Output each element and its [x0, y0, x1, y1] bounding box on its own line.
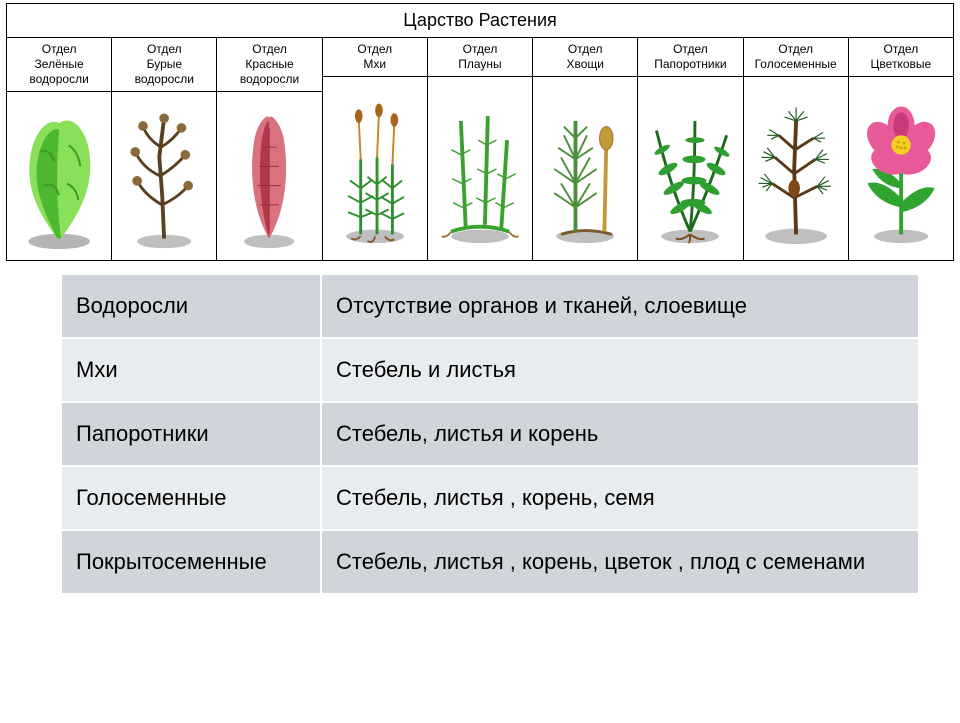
- label-line: Отдел: [673, 42, 708, 56]
- division-label: Отдел Красные водоросли: [217, 38, 321, 92]
- division-ferns: Отдел Папоротники: [638, 38, 743, 261]
- features-cell: Стебель, листья и корень: [321, 402, 919, 466]
- label-line: водоросли: [240, 72, 299, 86]
- label-line: Отдел: [778, 42, 813, 56]
- group-cell: Покрытосеменные: [61, 530, 321, 594]
- kingdom-title: Царство Растения: [6, 3, 954, 38]
- division-label: Отдел Голосеменные: [744, 38, 848, 77]
- label-line: водоросли: [29, 72, 88, 86]
- features-cell: Стебель, листья , корень, цветок , плод …: [321, 530, 919, 594]
- division-red-algae: Отдел Красные водоросли: [217, 38, 322, 261]
- fern-icon: [638, 77, 742, 260]
- division-horsetails: Отдел Хвощи: [533, 38, 638, 261]
- group-cell: Голосеменные: [61, 466, 321, 530]
- division-angiosperms: Отдел Цветковые: [849, 38, 954, 261]
- brown-algae-icon: [112, 92, 216, 260]
- division-label: Отдел Мхи: [323, 38, 427, 77]
- division-label: Отдел Хвощи: [533, 38, 637, 77]
- table-row: Мхи Стебель и листья: [61, 338, 919, 402]
- red-algae-icon: [217, 92, 321, 260]
- label-line: Отдел: [463, 42, 498, 56]
- label-line: водоросли: [135, 72, 194, 86]
- characteristics-table: Водоросли Отсутствие органов и тканей, с…: [60, 273, 920, 595]
- features-cell: Отсутствие органов и тканей, слоевище: [321, 274, 919, 338]
- label-line: Отдел: [42, 42, 77, 56]
- gymnosperm-icon: [744, 77, 848, 260]
- division-green-algae: Отдел Зелёные водоросли: [7, 38, 112, 261]
- division-brown-algae: Отдел Бурые водоросли: [112, 38, 217, 261]
- table-row: Покрытосеменные Стебель, листья , корень…: [61, 530, 919, 594]
- horsetail-icon: [533, 77, 637, 260]
- flower-icon: [849, 77, 953, 260]
- label-line: Голосеменные: [755, 57, 837, 71]
- features-cell: Стебель и листья: [321, 338, 919, 402]
- group-cell: Папоротники: [61, 402, 321, 466]
- division-label: Отдел Зелёные водоросли: [7, 38, 111, 92]
- divisions-row: Отдел Зелёные водоросли Отдел Бурые водо…: [6, 38, 954, 261]
- division-clubmosses: Отдел Плауны: [428, 38, 533, 261]
- table-row: Водоросли Отсутствие органов и тканей, с…: [61, 274, 919, 338]
- clubmoss-icon: [428, 77, 532, 260]
- table-row: Папоротники Стебель, листья и корень: [61, 402, 919, 466]
- label-line: Плауны: [458, 57, 501, 71]
- moss-icon: [323, 77, 427, 260]
- label-line: Красные: [245, 57, 293, 71]
- division-label: Отдел Цветковые: [849, 38, 953, 77]
- label-line: Отдел: [884, 42, 919, 56]
- label-line: Папоротники: [654, 57, 726, 71]
- division-label: Отдел Бурые водоросли: [112, 38, 216, 92]
- label-line: Отдел: [252, 42, 287, 56]
- label-line: Отдел: [147, 42, 182, 56]
- green-algae-icon: [7, 92, 111, 260]
- division-mosses: Отдел Мхи: [323, 38, 428, 261]
- features-cell: Стебель, листья , корень, семя: [321, 466, 919, 530]
- label-line: Бурые: [147, 57, 182, 71]
- group-cell: Водоросли: [61, 274, 321, 338]
- label-line: Хвощи: [566, 57, 604, 71]
- division-label: Отдел Плауны: [428, 38, 532, 77]
- division-label: Отдел Папоротники: [638, 38, 742, 77]
- label-line: Мхи: [363, 57, 386, 71]
- label-line: Цветковые: [871, 57, 932, 71]
- division-gymnosperms: Отдел Голосеменные: [744, 38, 849, 261]
- label-line: Отдел: [357, 42, 392, 56]
- label-line: Зелёные: [35, 57, 84, 71]
- group-cell: Мхи: [61, 338, 321, 402]
- table-row: Голосеменные Стебель, листья , корень, с…: [61, 466, 919, 530]
- label-line: Отдел: [568, 42, 603, 56]
